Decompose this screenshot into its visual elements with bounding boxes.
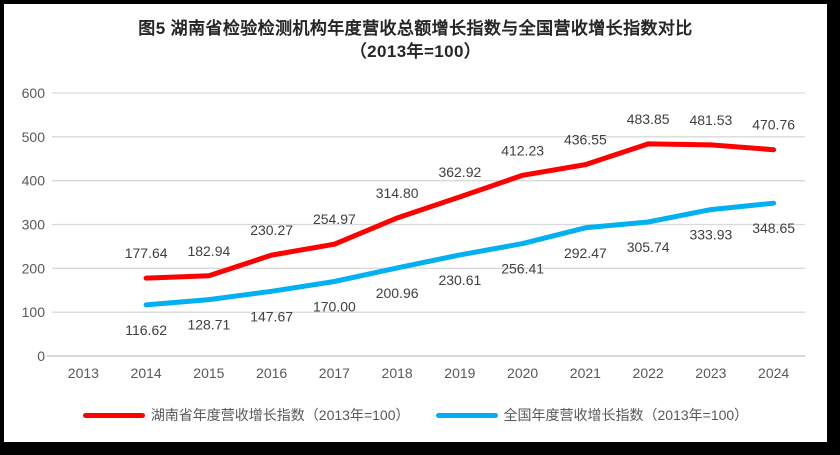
y-axis-tick-label: 500: [22, 129, 46, 145]
x-axis-tick-label: 2022: [633, 365, 664, 381]
x-axis-tick-label: 2014: [131, 365, 162, 381]
y-axis-tick-label: 300: [22, 217, 46, 233]
x-axis-tick-label: 2016: [256, 365, 287, 381]
data-label-series-0: 182.94: [187, 243, 230, 259]
data-label-series-0: 483.85: [627, 111, 670, 127]
y-axis-tick-label: 100: [22, 304, 46, 320]
data-label-series-0: 254.97: [313, 211, 356, 227]
x-axis-tick-label: 2015: [193, 365, 224, 381]
legend-label-national: 全国年度营收增长指数（2013年=100）: [503, 407, 749, 423]
data-label-series-0: 362.92: [438, 164, 481, 180]
data-label-series-1: 147.67: [250, 308, 293, 324]
chart-title-line1: 图5 湖南省检验检测机构年度营收总额增长指数与全国营收增长指数对比: [138, 19, 693, 38]
data-label-series-1: 116.62: [125, 322, 167, 338]
y-axis-tick-label: 0: [37, 348, 45, 364]
data-label-series-1: 305.74: [627, 239, 670, 255]
data-label-series-0: 177.64: [125, 245, 168, 261]
data-label-series-1: 348.65: [752, 220, 795, 236]
legend: 湖南省年度营收增长指数（2013年=100） 全国年度营收增长指数（2013年=…: [4, 405, 827, 425]
data-label-series-1: 200.96: [376, 285, 419, 301]
legend-label-hunan: 湖南省年度营收增长指数（2013年=100）: [150, 407, 410, 423]
series-line-0: [143, 141, 777, 281]
data-label-series-0: 230.27: [250, 222, 293, 238]
data-label-series-1: 128.71: [187, 317, 230, 333]
plot-area: 0 100 200 300 400 500 600 2013 2014 2015 2016 2017 2…: [22, 85, 805, 381]
y-axis-tick-label: 600: [22, 85, 46, 101]
data-label-series-0: 481.53: [689, 112, 732, 128]
series-line-1: [143, 200, 777, 308]
legend-item-hunan: 湖南省年度营收增长指数（2013年=100）: [82, 405, 410, 425]
y-axis-tick-label: 200: [22, 260, 46, 276]
legend-item-national: 全国年度营收增长指数（2013年=100）: [435, 405, 749, 425]
x-axis-tick-label: 2018: [382, 365, 413, 381]
chart-title: 图5 湖南省检验检测机构年度营收总额增长指数与全国营收增长指数对比 （2013年…: [4, 17, 827, 63]
x-axis-tick-label: 2021: [570, 365, 601, 381]
data-label-series-1: 170.00: [313, 298, 356, 314]
data-label-series-1: 292.47: [564, 245, 607, 261]
data-label-series-1: 256.41: [501, 261, 544, 277]
x-axis-tick-label: 2013: [68, 365, 99, 381]
x-axis-tick-label: 2024: [758, 365, 789, 381]
data-label-series-0: 470.76: [752, 117, 795, 133]
legend-swatch-hunan-line: [82, 412, 145, 418]
x-axis-tick-label: 2017: [319, 365, 350, 381]
data-label-series-0: 412.23: [501, 142, 544, 158]
y-axis-tick-label: 400: [22, 173, 46, 189]
legend-swatch-national-line: [435, 412, 498, 418]
data-label-series-1: 230.61: [438, 272, 481, 288]
x-axis-tick-label: 2020: [507, 365, 538, 381]
plot-group: 0 100 200 300 400 500 600 2013 2014 2015 2016 2017 2…: [22, 85, 805, 381]
chart-title-line2: （2013年=100）: [349, 42, 482, 61]
x-axis-tick-label: 2023: [695, 365, 726, 381]
data-label-series-0: 314.80: [376, 185, 419, 201]
data-label-series-0: 436.55: [564, 132, 607, 148]
data-label-series-1: 333.93: [689, 227, 732, 243]
x-axis-tick-label: 2019: [444, 365, 475, 381]
